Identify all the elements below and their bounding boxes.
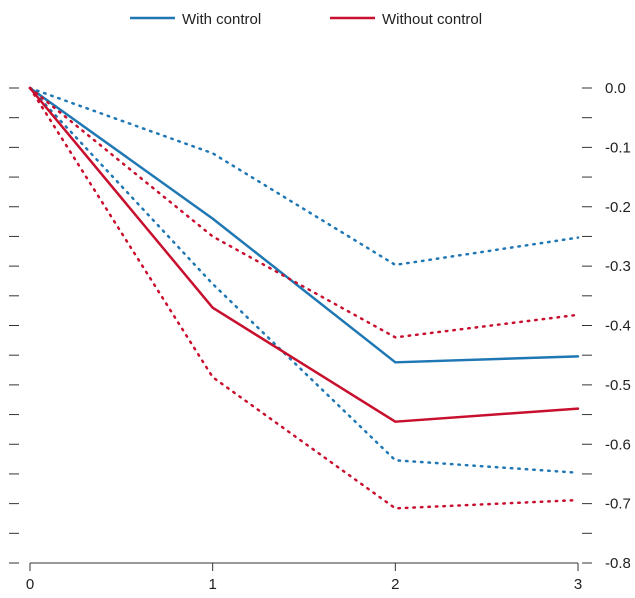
y-tick-label: -0.6	[605, 436, 631, 453]
confidence-band-line-2	[28, 86, 580, 474]
y-tick-label: -0.7	[605, 496, 631, 513]
confidence-band-line-5	[28, 86, 580, 510]
y-tick-label: -0.5	[605, 377, 631, 394]
confidence-band-line-4	[28, 86, 580, 339]
x-tick-label: 3	[574, 576, 582, 593]
series-line-0	[28, 86, 580, 364]
series-layer	[28, 86, 580, 510]
legend: With control Without control	[130, 11, 482, 28]
confidence-band-line-1	[28, 86, 580, 267]
x-tick-label: 1	[208, 576, 216, 593]
y-tick-label: -0.1	[605, 139, 631, 156]
y-tick-label: 0.0	[605, 80, 626, 97]
y-tick-label: -0.2	[605, 199, 631, 216]
x-tick-label: 0	[26, 576, 34, 593]
axes: 0 1 2 3 0.0 -0.1 -0.2 -0.3 -0.4 -0.5 -0.6 -0.7 -0.8	[9, 80, 631, 593]
y-tick-label: -0.4	[605, 318, 631, 335]
legend-label-without-control: Without control	[382, 11, 482, 28]
series-line-3	[28, 86, 580, 423]
x-tick-label: 2	[391, 576, 399, 593]
y-tick-label: -0.8	[605, 555, 631, 572]
y-tick-label: -0.3	[605, 258, 631, 275]
legend-label-with-control: With control	[182, 11, 261, 28]
